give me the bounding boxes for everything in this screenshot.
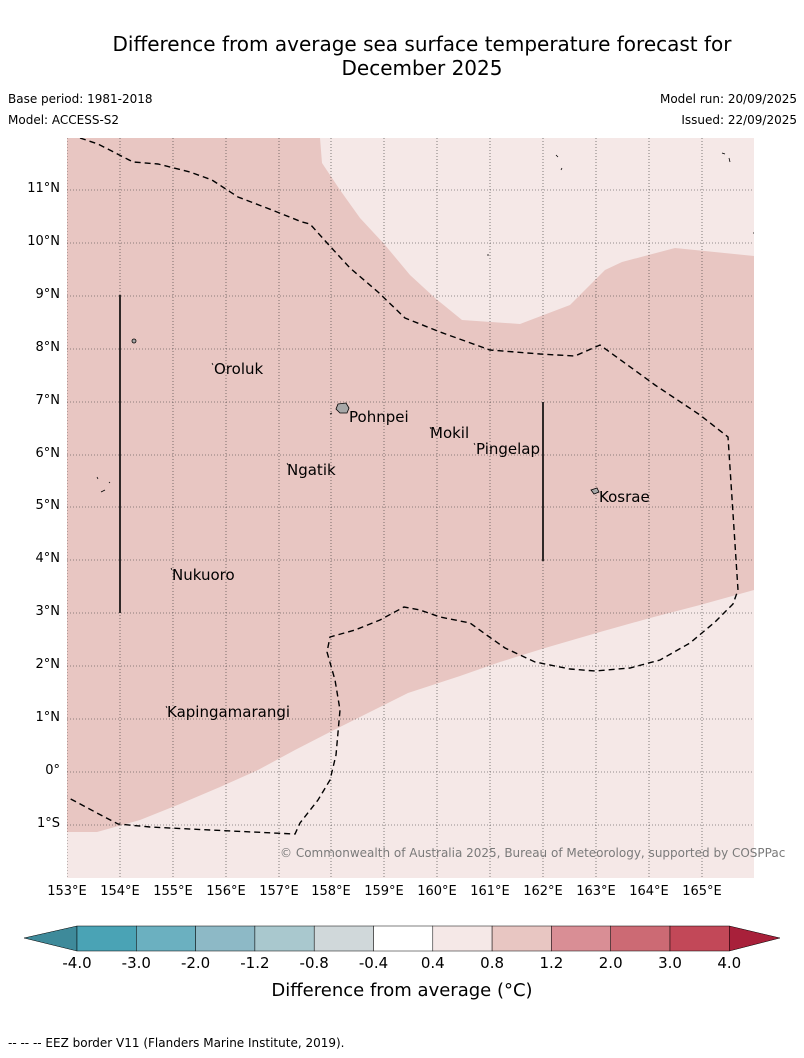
colorbar-segment-2 [136, 925, 196, 952]
lat-label-9n: 9°N [35, 287, 61, 302]
lat-label-3n: 3°N [35, 604, 61, 619]
lat-label-0: 0° [45, 763, 60, 778]
colorbar-segment-3 [195, 925, 256, 952]
lat-label-11n: 11°N [27, 181, 60, 196]
lat-label-1n: 1°N [35, 710, 61, 725]
model-run: Model run: 20/09/2025 [659, 92, 797, 106]
colorbar-segment-1 [76, 925, 137, 952]
place-label-mokil: Mokil [430, 424, 470, 442]
lat-label-4n: 4°N [35, 551, 61, 566]
colorbar-segment-extend-high [729, 925, 781, 952]
lat-label-6n: 6°N [35, 446, 61, 461]
place-label-kapingamarangi: Kapingamarangi [167, 703, 291, 721]
lat-label-8n: 8°N [35, 340, 61, 355]
place-label-nukuoro: Nukuoro [172, 566, 235, 584]
title-line-2: December 2025 [341, 56, 503, 80]
lat-label-1s: 1°S [36, 816, 60, 831]
colorbar-segment-6 [373, 925, 434, 952]
place-label-kosrae: Kosrae [599, 488, 650, 506]
colorbar-tick: -4.0 [62, 954, 92, 972]
copyright-notice: © Commonwealth of Australia 2025, Bureau… [280, 846, 786, 860]
lon-label-163e: 163°E [576, 884, 616, 899]
colorbar-tick: -1.2 [240, 954, 270, 972]
place-label-oroluk: Oroluk [214, 360, 264, 378]
lon-label-157e: 157°E [259, 884, 299, 899]
lon-label-158e: 158°E [311, 884, 351, 899]
colorbar-tick: 2.0 [598, 954, 623, 972]
base-period: Base period: 1981-2018 [8, 92, 153, 106]
colorbar-segment-extend-low [23, 925, 78, 952]
island-shapes [96, 152, 754, 709]
lon-label-159e: 159°E [364, 884, 404, 899]
eez-border [67, 138, 739, 835]
colorbar-tick: 1.2 [539, 954, 564, 972]
colorbar-segment-4 [254, 925, 315, 952]
map-title: Difference from average sea surface temp… [40, 32, 804, 80]
lat-label-10n: 10°N [27, 234, 60, 249]
issued-date: Issued: 22/09/2025 [681, 113, 797, 127]
lon-label-154e: 154°E [100, 884, 140, 899]
colorbar-tick: -3.0 [121, 954, 151, 972]
lon-label-155e: 155°E [153, 884, 193, 899]
colorbar-segment-5 [313, 925, 374, 952]
lon-label-156e: 156°E [206, 884, 246, 899]
colorbar [23, 925, 781, 952]
colorbar-segment-10 [610, 925, 671, 952]
colorbar-segment-9 [551, 925, 611, 952]
anomaly-zone-0-8-1-2 [67, 138, 754, 832]
lon-label-162e: 162°E [523, 884, 563, 899]
lat-label-7n: 7°N [35, 393, 61, 408]
lon-label-153e: 153°E [47, 884, 87, 899]
title-line-1: Difference from average sea surface temp… [112, 32, 732, 56]
colorbar-segment-11 [669, 925, 730, 952]
colorbar-segment-7 [432, 925, 493, 952]
lon-label-164e: 164°E [629, 884, 669, 899]
colorbar-label: Difference from average (°C) [271, 980, 533, 1001]
model-name: Model: ACCESS-S2 [8, 113, 120, 127]
colorbar-tick: 0.4 [420, 954, 445, 972]
place-label-pingelap: Pingelap [476, 440, 541, 458]
meridian-boundary-lines [119, 295, 544, 613]
eez-border-legend: -- -- -- EEZ border V11 (Flanders Marine… [8, 1036, 345, 1050]
colorbar-tick: 3.0 [658, 954, 682, 972]
colorbar-tick: -0.8 [299, 954, 329, 972]
lon-label-161e: 161°E [470, 884, 510, 899]
lon-label-165e: 165°E [682, 884, 722, 899]
colorbar-tick: -0.4 [358, 954, 389, 972]
lat-label-5n: 5°N [35, 498, 61, 513]
place-label-pohnpei: Pohnpei [349, 408, 409, 426]
place-label-ngatik: Ngatik [287, 461, 336, 479]
colorbar-segment-8 [491, 925, 552, 952]
lat-label-2n: 2°N [35, 657, 61, 672]
colorbar-tick: 0.8 [480, 954, 505, 972]
colorbar-tick: 4.0 [717, 954, 742, 972]
lon-label-160e: 160°E [417, 884, 457, 899]
colorbar-tick: -2.0 [180, 954, 211, 972]
